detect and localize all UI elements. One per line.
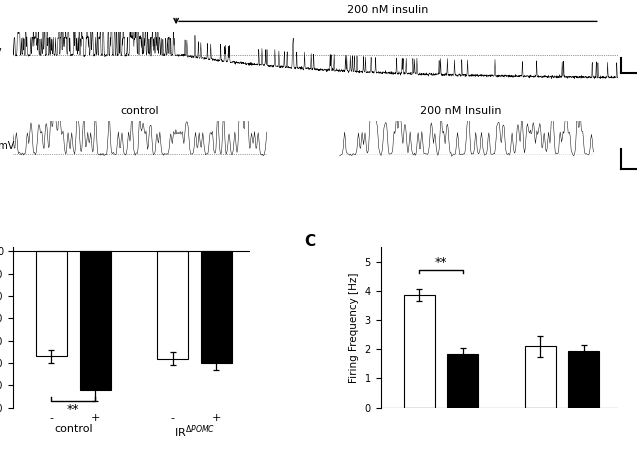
Text: control: control	[54, 424, 92, 434]
Bar	[36, 251, 67, 357]
Y-axis label: Firing Frequency [Hz]: Firing Frequency [Hz]	[349, 272, 359, 383]
Bar	[447, 354, 478, 408]
Bar	[525, 346, 556, 408]
Text: +: +	[90, 413, 100, 423]
Bar	[568, 351, 599, 408]
Bar	[157, 251, 188, 359]
Text: 200 nM insulin: 200 nM insulin	[347, 5, 429, 14]
Text: IR$^{\Delta POMC}$: IR$^{\Delta POMC}$	[174, 424, 215, 440]
Bar	[404, 295, 435, 408]
Bar	[201, 251, 232, 363]
Text: +: +	[211, 413, 221, 423]
Text: **: **	[67, 403, 80, 416]
Text: **: **	[435, 256, 447, 269]
Text: -: -	[171, 413, 175, 423]
Text: 0 mV: 0 mV	[0, 48, 2, 58]
Text: control: control	[120, 106, 159, 116]
Text: -: -	[50, 413, 54, 423]
Text: 200 nM Insulin: 200 nM Insulin	[420, 106, 501, 116]
Text: C: C	[304, 234, 316, 249]
Text: 0 mV: 0 mV	[0, 141, 14, 151]
Bar	[80, 251, 111, 390]
